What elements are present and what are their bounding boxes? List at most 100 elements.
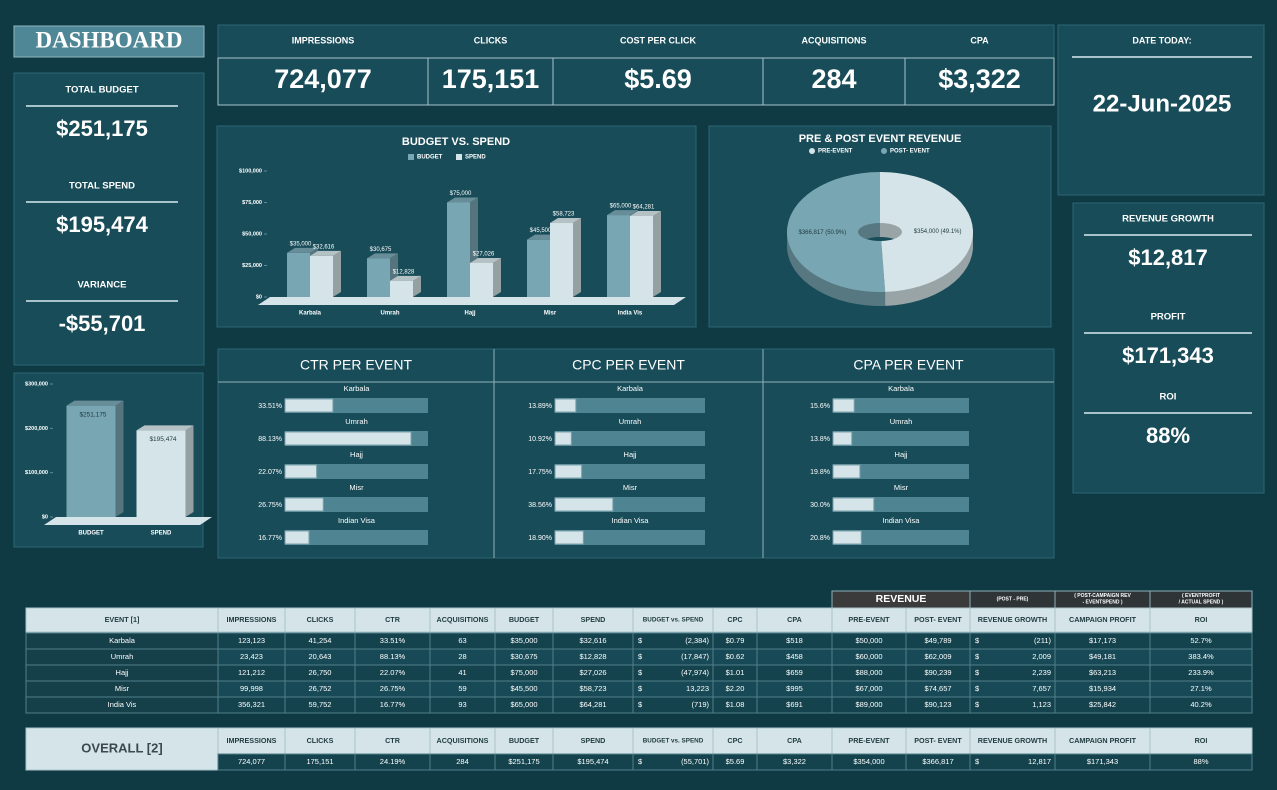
bar — [554, 530, 584, 545]
table-cell-text: $ — [638, 684, 643, 693]
dashboard-title: DASHBOARD — [36, 27, 183, 52]
kpi-label: COST PER CLICK — [620, 35, 697, 45]
category-label: Indian Visa — [883, 516, 921, 525]
table-cell-text: $171,343 — [1087, 757, 1118, 766]
chart-title: CPC PER EVENT — [572, 357, 685, 373]
table-cell-text: Hajj — [116, 668, 129, 677]
table-cell-text: $ — [975, 757, 980, 766]
table-cell-text: 26,750 — [309, 668, 332, 677]
table-cell-text: $45,500 — [510, 684, 537, 693]
kpi-label: CLICKS — [474, 35, 508, 45]
bar — [66, 405, 116, 517]
bar-side — [413, 275, 421, 297]
chart-floor — [258, 297, 686, 305]
header-cell — [756, 607, 833, 633]
legend-label: SPEND — [465, 155, 486, 161]
y-tick-label: $100,000 — [239, 168, 262, 174]
bar — [136, 430, 186, 517]
table-cell-text: $65,000 — [510, 700, 537, 709]
bar — [310, 255, 333, 297]
header-cell — [905, 607, 971, 633]
bar-track — [285, 530, 428, 545]
legend-label: BUDGET — [417, 155, 443, 161]
bar — [607, 215, 630, 297]
header-cell — [1054, 607, 1151, 633]
table-cell-text: $49,181 — [1089, 652, 1116, 661]
category-label: Karbala — [344, 384, 371, 393]
table-cell-text: 16.77% — [380, 700, 406, 709]
chart-floor — [44, 517, 212, 525]
table-cell-text: 41 — [458, 668, 466, 677]
column-header: ACQUISITIONS — [437, 736, 489, 745]
table-cell-text: 23,423 — [240, 652, 263, 661]
table-cell-text: India Vis — [108, 700, 137, 709]
table-cell-text: $ — [638, 757, 643, 766]
bar — [550, 223, 573, 297]
value-label: 16.77% — [258, 535, 282, 542]
bar-top — [630, 211, 661, 217]
table-cell-text: $518 — [786, 636, 803, 645]
header-cell — [831, 607, 907, 633]
bar — [527, 239, 550, 297]
table-cell-text: 7,657 — [1032, 684, 1051, 693]
chart-title: BUDGET VS. SPEND — [402, 136, 510, 148]
column-header: CTR — [385, 615, 401, 624]
bar — [390, 280, 413, 297]
table-cell-text: $58,723 — [579, 684, 606, 693]
x-tick-label: BUDGET — [78, 531, 104, 537]
x-tick-label: SPEND — [151, 531, 172, 537]
stat-value: 88% — [1146, 423, 1190, 448]
bar — [832, 464, 861, 479]
legend-swatch — [881, 148, 887, 154]
table-cell-text: $75,000 — [510, 668, 537, 677]
category-label: Indian Visa — [338, 516, 376, 525]
table-cell-text: 88% — [1193, 757, 1208, 766]
table-cell-text: 28 — [458, 652, 466, 661]
date-label: DATE TODAY: — [1132, 35, 1191, 45]
table-cell-text: $12,828 — [579, 652, 606, 661]
bar-top — [447, 197, 478, 203]
bar — [470, 262, 493, 297]
bar-track — [833, 464, 969, 479]
table-cell-text: 52.7% — [1190, 636, 1212, 645]
table-cell-text: $88,000 — [855, 668, 882, 677]
value-label: 18.90% — [528, 535, 552, 542]
table-cell-text: $30,675 — [510, 652, 537, 661]
legend-label: PRE-EVENT — [818, 149, 853, 155]
category-label: Umrah — [345, 417, 368, 426]
value-label: 30.0% — [810, 502, 830, 509]
table-cell-text: $90,123 — [924, 700, 951, 709]
table-cell-text: Misr — [115, 684, 130, 693]
table-cell-text: $62,009 — [924, 652, 951, 661]
header-cell — [552, 727, 634, 755]
value-label: 22.07% — [258, 469, 282, 476]
table-cell-text: $366,817 — [922, 757, 953, 766]
table-cell-text: $1.01 — [726, 668, 745, 677]
table-cell-text: 26,752 — [309, 684, 332, 693]
column-header: PRE-EVENT — [848, 736, 890, 745]
category-label: Karbala — [888, 384, 915, 393]
stat-value: $12,817 — [1128, 245, 1208, 270]
bar-track — [555, 398, 705, 413]
bar-top — [470, 257, 501, 263]
table-cell-text: $ — [975, 668, 980, 677]
table-cell-text: 233.9% — [1188, 668, 1214, 677]
value-label: 38.56% — [528, 502, 552, 509]
table-cell-text: 24.19% — [380, 757, 406, 766]
table-cell-text: 2,239 — [1032, 668, 1051, 677]
category-label: Umrah — [619, 417, 642, 426]
value-label: $65,000 — [610, 204, 632, 210]
table-cell-text: (47,974) — [681, 668, 709, 677]
table-cell-text: $63,213 — [1089, 668, 1116, 677]
bar — [832, 530, 862, 545]
header-cell — [969, 607, 1056, 633]
chart-title: CPA PER EVENT — [853, 357, 964, 373]
table-cell-text: $35,000 — [510, 636, 537, 645]
header-cell — [969, 727, 1056, 755]
stat-label: VARIANCE — [78, 280, 127, 291]
y-tick-label: $300,000 — [25, 381, 48, 387]
value-label: 20.8% — [810, 535, 830, 542]
value-label: $45,500 — [530, 228, 552, 234]
table-cell-text: 175,151 — [306, 757, 333, 766]
